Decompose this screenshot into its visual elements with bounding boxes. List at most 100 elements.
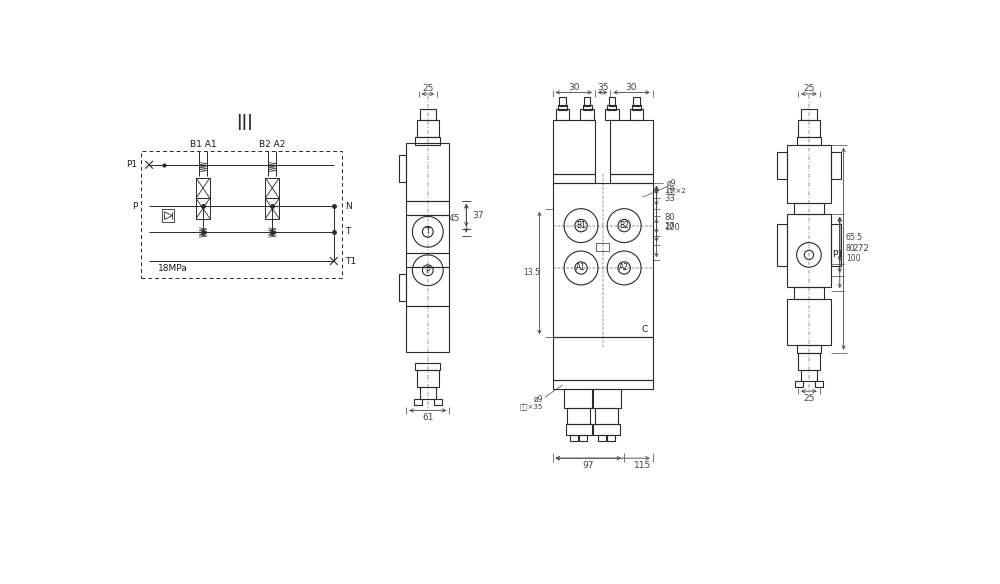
Bar <box>265 198 279 218</box>
Text: 19: 19 <box>664 186 675 194</box>
Bar <box>797 137 821 145</box>
Bar <box>399 155 406 182</box>
Bar <box>579 435 587 442</box>
Text: 25: 25 <box>803 84 815 93</box>
Bar <box>417 120 439 137</box>
Text: 100: 100 <box>664 224 680 232</box>
Text: ø9: ø9 <box>534 394 543 404</box>
Bar <box>801 109 817 120</box>
Bar <box>406 305 449 352</box>
Bar <box>553 338 653 380</box>
Bar <box>567 408 590 423</box>
Text: 33: 33 <box>664 194 675 203</box>
Bar <box>607 105 616 110</box>
Bar <box>815 381 823 387</box>
Bar <box>593 423 620 435</box>
Text: 45: 45 <box>449 214 460 223</box>
Text: B2 A2: B2 A2 <box>259 140 285 150</box>
Bar <box>415 137 440 145</box>
Text: 25: 25 <box>803 394 815 402</box>
Bar <box>632 105 641 110</box>
Bar <box>787 214 831 287</box>
Bar <box>630 109 643 120</box>
Text: 115: 115 <box>634 461 651 470</box>
Bar <box>553 380 653 389</box>
Text: P1: P1 <box>832 251 843 259</box>
Text: 27: 27 <box>664 221 675 231</box>
Bar <box>831 224 841 266</box>
Bar <box>794 203 824 214</box>
Text: C: C <box>642 325 648 334</box>
Bar <box>794 287 824 299</box>
Bar <box>580 109 594 120</box>
Bar <box>434 399 442 405</box>
Bar <box>417 370 439 387</box>
Text: B1 A1: B1 A1 <box>190 140 216 150</box>
Bar <box>610 174 653 183</box>
Text: 65.5: 65.5 <box>846 232 863 242</box>
Bar <box>605 109 619 120</box>
Text: 30: 30 <box>626 82 637 92</box>
Bar <box>265 178 279 198</box>
Bar <box>595 408 618 423</box>
Text: T: T <box>345 227 351 237</box>
Text: 25: 25 <box>422 84 433 93</box>
Text: 18MPa: 18MPa <box>158 264 188 273</box>
Bar <box>777 152 787 179</box>
Bar <box>596 242 609 251</box>
Bar <box>592 389 621 408</box>
Bar <box>559 97 566 106</box>
Text: ø9: ø9 <box>667 179 677 188</box>
Bar <box>553 183 653 338</box>
Text: |||: ||| <box>236 114 253 130</box>
Bar <box>564 389 593 408</box>
Bar <box>420 109 436 120</box>
Bar <box>598 435 606 442</box>
Bar <box>633 97 640 106</box>
Bar <box>609 97 615 106</box>
Bar <box>556 109 569 120</box>
Bar <box>798 120 820 137</box>
Bar <box>570 435 578 442</box>
Bar <box>584 97 590 106</box>
Text: 13.5: 13.5 <box>523 269 540 277</box>
Text: T: T <box>425 227 430 237</box>
Bar <box>795 381 803 387</box>
Bar <box>607 435 615 442</box>
Bar <box>583 105 592 110</box>
Text: T1: T1 <box>345 256 357 266</box>
Text: 97: 97 <box>583 461 594 470</box>
Text: N: N <box>345 202 352 211</box>
Bar <box>797 345 821 353</box>
Bar <box>162 210 174 222</box>
Bar <box>787 299 831 345</box>
Text: 80: 80 <box>846 244 856 253</box>
Bar <box>801 370 817 381</box>
Text: P: P <box>425 266 430 275</box>
Text: P: P <box>132 202 138 211</box>
Text: 100: 100 <box>846 254 860 263</box>
Bar <box>566 423 592 435</box>
Bar <box>420 387 436 399</box>
Text: 30: 30 <box>568 82 579 92</box>
Bar <box>406 253 449 267</box>
Text: B1: B1 <box>576 221 586 230</box>
Bar <box>787 145 831 203</box>
Text: 272: 272 <box>853 244 870 253</box>
Text: A1: A1 <box>576 263 586 273</box>
Bar <box>406 143 449 201</box>
Bar <box>610 120 653 174</box>
Text: B2: B2 <box>619 221 629 230</box>
Bar <box>399 274 406 301</box>
Bar <box>777 224 787 266</box>
Bar <box>406 267 449 305</box>
Text: 通孔×2: 通孔×2 <box>667 187 686 194</box>
Bar <box>553 174 595 183</box>
Text: 61: 61 <box>422 413 434 422</box>
Bar <box>415 363 440 370</box>
Text: 37: 37 <box>472 211 484 220</box>
Bar <box>406 201 449 215</box>
Bar <box>798 353 820 370</box>
Text: 80: 80 <box>664 213 675 223</box>
Text: 35: 35 <box>597 82 608 92</box>
